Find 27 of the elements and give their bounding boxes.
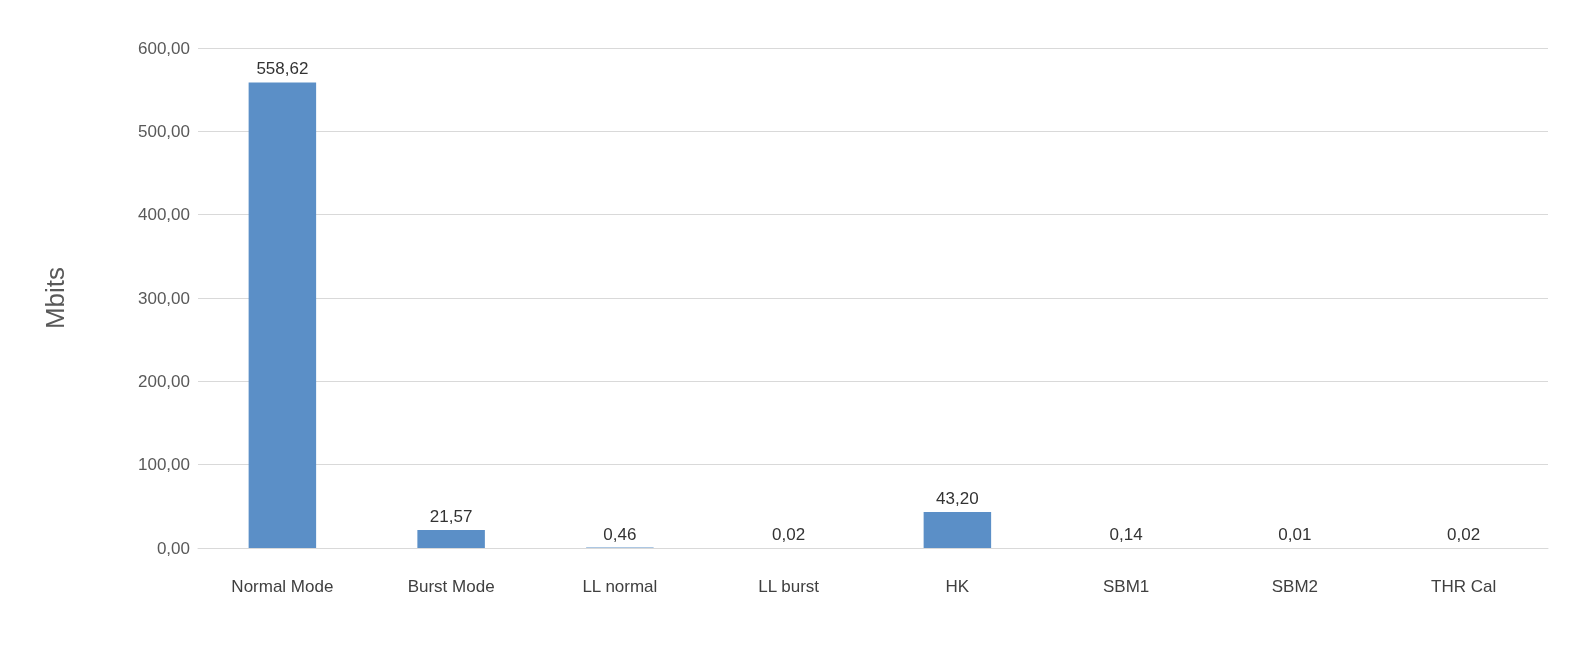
x-tick-label: LL normal	[582, 577, 658, 596]
data-label: 43,20	[936, 489, 979, 508]
x-tick-label: THR Cal	[1431, 577, 1497, 596]
data-label: 558,62	[256, 59, 309, 79]
y-tick-label: 200,00	[138, 371, 190, 391]
data-label: 0,02	[772, 524, 806, 544]
y-tick-label: 400,00	[138, 205, 190, 225]
y-axis-title: Mbits	[40, 266, 70, 330]
bar	[248, 82, 317, 548]
x-tick-label: LL burst	[758, 577, 820, 596]
x-tick-label: SBM2	[1271, 577, 1319, 596]
data-label: 21,57	[429, 507, 473, 527]
x-tick-label: HK	[945, 577, 970, 596]
y-tick-label: 0,00	[156, 538, 190, 558]
data-label: 0,02	[1447, 524, 1481, 544]
y-tick-label: 300,00	[138, 288, 190, 308]
x-tick-label: Normal Mode	[231, 577, 334, 596]
y-tick-label: 600,00	[138, 38, 190, 58]
data-label: 0,14	[1109, 524, 1143, 544]
y-tick-label: 500,00	[138, 121, 190, 141]
bar	[923, 512, 992, 548]
bar	[417, 530, 485, 548]
y-tick-label: 100,00	[138, 455, 190, 475]
x-tick-label: Burst Mode	[407, 577, 495, 596]
x-tick-label: SBM1	[1102, 577, 1150, 596]
data-label: 0,01	[1278, 524, 1312, 544]
data-label: 0,46	[603, 524, 637, 544]
